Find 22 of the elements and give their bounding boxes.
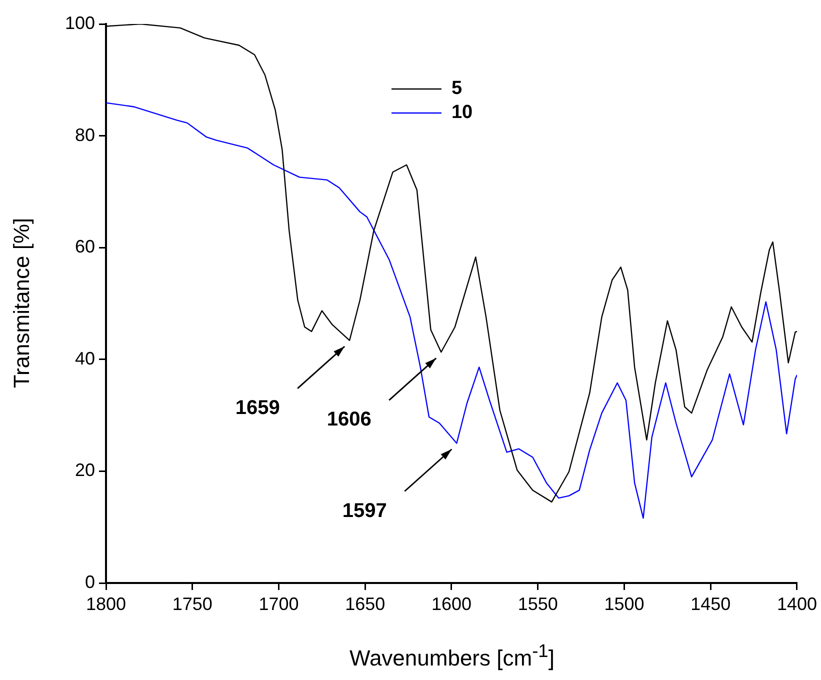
x-tick-label: 1600	[431, 594, 472, 614]
x-axis-title: Wavenumbers [cm$^{-1}$]	[348, 640, 556, 672]
x-tick-label: 1550	[518, 594, 558, 614]
y-tick-label: 100	[64, 12, 95, 33]
x-tick-label: 1750	[172, 594, 212, 614]
annotation: 1606	[326, 408, 372, 431]
x-tick-label: 1400	[776, 594, 817, 614]
x-tick-label: 1500	[604, 594, 644, 614]
annotation: 1597	[342, 500, 387, 522]
y-tick-label: 40	[74, 348, 95, 368]
x-tick-label: 1450	[690, 594, 731, 614]
y-tick-label: 60	[74, 236, 95, 257]
y-tick-label: 20	[74, 460, 95, 480]
y-axis-title: Transmitance [%]	[9, 218, 35, 388]
x-tick-label: 1650	[345, 594, 386, 614]
legend-label: 10	[451, 102, 473, 124]
legend-label: 5	[451, 78, 462, 100]
annotation: 1659	[235, 396, 280, 419]
y-tick-label: 0	[84, 572, 95, 592]
x-tick-label: 1700	[258, 594, 299, 614]
x-tick-label: 1800	[86, 594, 126, 614]
y-tick-label: 80	[74, 124, 95, 145]
